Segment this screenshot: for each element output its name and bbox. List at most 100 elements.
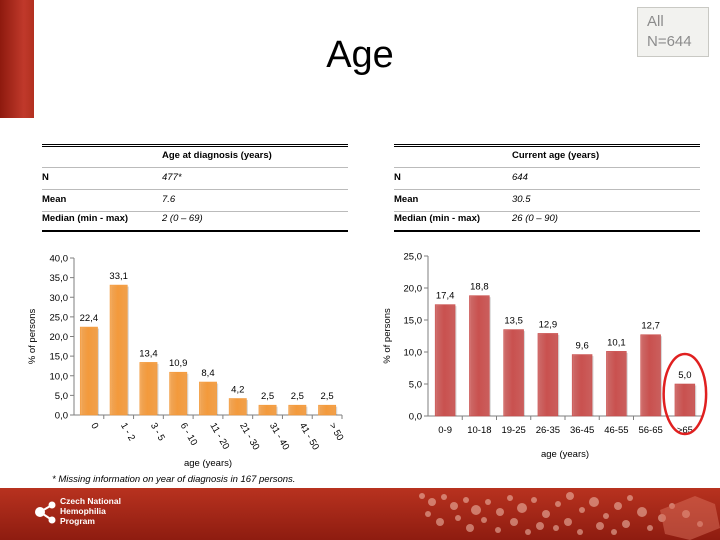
table-header: Current age (years) bbox=[512, 150, 600, 161]
decorative-dot bbox=[589, 497, 599, 507]
decorative-dot bbox=[495, 527, 501, 533]
y-tick-label: 10,0 bbox=[404, 348, 423, 359]
bar bbox=[537, 333, 559, 417]
bar bbox=[640, 334, 661, 417]
y-tick-label: 20,0 bbox=[404, 284, 423, 295]
decorative-dot bbox=[425, 511, 431, 517]
bar-value-label: 2,5 bbox=[291, 391, 304, 402]
bar-value-label: 33,1 bbox=[109, 271, 128, 282]
bar-value-label: 22,4 bbox=[80, 313, 99, 324]
x-axis-title: age (years) bbox=[541, 449, 589, 460]
row-divider bbox=[42, 211, 348, 212]
decorative-dot bbox=[577, 529, 583, 535]
bar-value-label: 13,5 bbox=[504, 316, 523, 327]
x-tick-label: 1 - 2 bbox=[118, 421, 137, 443]
bar bbox=[228, 398, 247, 416]
y-axis-title: % of persons bbox=[382, 308, 393, 364]
decorative-dot bbox=[419, 493, 425, 499]
table-row: N 477* bbox=[42, 167, 348, 189]
x-tick-label: >65 bbox=[677, 425, 693, 436]
decorative-dot bbox=[507, 495, 513, 501]
bar bbox=[109, 284, 128, 416]
y-tick-label: 15,0 bbox=[50, 352, 69, 363]
bar-value-label: 17,4 bbox=[436, 291, 455, 302]
x-tick-label: > 50 bbox=[327, 421, 346, 443]
decorative-dot bbox=[596, 522, 604, 530]
badge-line-2: N=644 bbox=[647, 33, 692, 50]
program-name: Czech National Hemophilia Program bbox=[60, 496, 121, 526]
decorative-dot bbox=[466, 524, 474, 532]
decorative-dot-pattern bbox=[419, 492, 720, 540]
y-tick-label: 25,0 bbox=[50, 312, 69, 323]
decorative-dot bbox=[614, 502, 622, 510]
decorative-dot bbox=[450, 502, 458, 510]
bar bbox=[258, 404, 277, 416]
bar-value-label: 2,5 bbox=[261, 391, 274, 402]
y-tick-label: 15,0 bbox=[404, 316, 423, 327]
population-badge: All N=644 bbox=[637, 7, 709, 57]
row-label: N bbox=[394, 172, 401, 183]
row-value: 2 (0 – 69) bbox=[162, 213, 203, 224]
row-divider bbox=[394, 189, 700, 190]
row-value: 26 (0 – 90) bbox=[512, 213, 558, 224]
map-shape bbox=[660, 496, 720, 540]
table-header-row: Age at diagnosis (years) bbox=[42, 145, 348, 167]
x-tick-label: 46-55 bbox=[604, 425, 628, 436]
bar-value-label: 4,2 bbox=[231, 385, 244, 396]
y-tick-label: 25,0 bbox=[404, 252, 423, 263]
x-tick-label: 0-9 bbox=[438, 425, 452, 436]
decorative-dot bbox=[637, 507, 647, 517]
x-tick-label: 11 - 20 bbox=[207, 421, 231, 452]
bar bbox=[469, 295, 490, 417]
decorative-dot bbox=[428, 498, 436, 506]
row-value: 644 bbox=[512, 172, 528, 183]
y-tick-label: 5,0 bbox=[55, 391, 68, 402]
y-tick-label: 35,0 bbox=[50, 273, 69, 284]
row-value: 477* bbox=[162, 172, 182, 183]
table-row: Median (min - max) 26 (0 – 90) bbox=[394, 208, 700, 230]
decorative-dot bbox=[471, 505, 481, 515]
row-divider bbox=[394, 211, 700, 212]
bar-value-label: 12,7 bbox=[641, 321, 660, 332]
y-tick-label: 5,0 bbox=[409, 380, 422, 391]
decorative-dot bbox=[553, 525, 559, 531]
table-row: Mean 7.6 bbox=[42, 189, 348, 211]
bar bbox=[169, 371, 188, 416]
table-bottom-rule bbox=[42, 230, 348, 232]
decorative-dot bbox=[627, 495, 633, 501]
bar-value-label: 18,8 bbox=[470, 282, 489, 293]
decorative-dot bbox=[579, 507, 585, 513]
decorative-dot bbox=[455, 515, 461, 521]
program-logo-icon bbox=[35, 501, 56, 524]
row-label: N bbox=[42, 172, 49, 183]
x-tick-label: 31 - 40 bbox=[267, 421, 291, 452]
bar bbox=[674, 383, 696, 417]
table-row: Mean 30.5 bbox=[394, 189, 700, 211]
bar-value-label: 5,0 bbox=[678, 370, 691, 381]
table-header-row: Current age (years) bbox=[394, 145, 700, 167]
program-name-line-2: Hemophilia bbox=[60, 506, 106, 516]
table-row: Median (min - max) 2 (0 – 69) bbox=[42, 208, 348, 230]
x-tick-label: 21 - 30 bbox=[237, 421, 261, 452]
bar bbox=[434, 304, 456, 417]
y-tick-label: 0,0 bbox=[409, 412, 422, 423]
y-axis-title: % of persons bbox=[27, 309, 38, 365]
x-tick-label: 0 bbox=[88, 421, 100, 431]
decorative-dot bbox=[536, 522, 544, 530]
y-tick-label: 10,0 bbox=[50, 371, 69, 382]
bar-value-label: 8,4 bbox=[201, 368, 214, 379]
diagnosis-age-bar-chart: 0,0 5,0 10,0 15,0 20,0 25,0 30,0 35,0 40,0 22,4 0 3… bbox=[27, 254, 346, 470]
row-divider bbox=[394, 167, 700, 168]
row-value: 30.5 bbox=[512, 194, 531, 205]
decorative-dot bbox=[485, 499, 491, 505]
decorative-dot bbox=[436, 518, 444, 526]
bar bbox=[199, 381, 217, 416]
bar bbox=[503, 329, 524, 417]
decorative-dot bbox=[542, 510, 550, 518]
bar-value-label: 12,9 bbox=[539, 319, 558, 330]
y-tick-label: 40,0 bbox=[50, 254, 69, 265]
x-tick-label: 56-65 bbox=[638, 425, 662, 436]
decorative-dot bbox=[603, 513, 609, 519]
decorative-dot bbox=[531, 497, 537, 503]
row-label: Median (min - max) bbox=[394, 213, 481, 224]
